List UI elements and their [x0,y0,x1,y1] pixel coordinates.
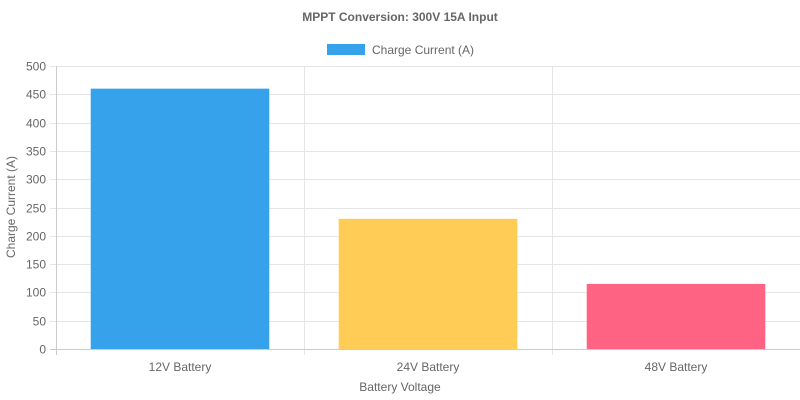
y-tick-label: 0 [39,343,46,357]
legend-swatch [327,44,365,55]
y-axis-label: Charge Current (A) [4,156,18,258]
y-tick-label: 450 [26,88,46,102]
x-tick-labels: 12V Battery 24V Battery 48V Battery [149,360,708,374]
bar[interactable] [586,283,766,349]
legend-label: Charge Current (A) [372,43,474,57]
y-tick-label: 100 [26,286,46,300]
y-tick-label: 200 [26,230,46,244]
bar[interactable] [338,218,518,349]
y-tick-labels: 0 50 100 150 200 250 300 350 400 450 500 [26,60,46,357]
x-axis-label: Battery Voltage [359,380,441,394]
y-tick-label: 150 [26,258,46,272]
y-tick-label: 50 [33,315,47,329]
bars [90,88,766,349]
chart-title: MPPT Conversion: 300V 15A Input [302,10,498,24]
y-tick-label: 300 [26,173,46,187]
y-tick-label: 350 [26,145,46,159]
y-tick-label: 400 [26,117,46,131]
x-tick-label: 12V Battery [149,360,212,374]
axes [50,66,800,355]
y-tick-label: 500 [26,60,46,74]
x-tick-label: 48V Battery [645,360,708,374]
x-tick-label: 24V Battery [397,360,460,374]
y-tick-label: 250 [26,202,46,216]
legend[interactable]: Charge Current (A) [327,43,474,57]
bar[interactable] [90,88,270,349]
